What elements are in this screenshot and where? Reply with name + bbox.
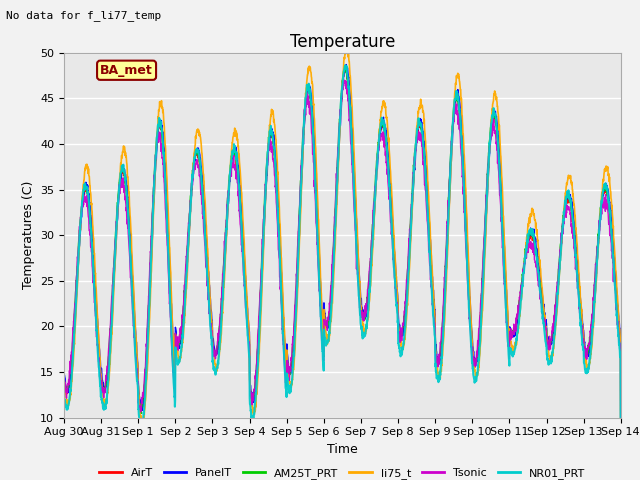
Legend: AirT, PanelT, AM25T_PRT, li75_t, Tsonic, NR01_PRT: AirT, PanelT, AM25T_PRT, li75_t, Tsonic,… (95, 463, 590, 480)
Y-axis label: Temperatures (C): Temperatures (C) (22, 181, 35, 289)
Title: Temperature: Temperature (290, 33, 395, 51)
X-axis label: Time: Time (327, 443, 358, 456)
Text: BA_met: BA_met (100, 64, 153, 77)
Text: No data for f_li77_temp: No data for f_li77_temp (6, 10, 162, 21)
